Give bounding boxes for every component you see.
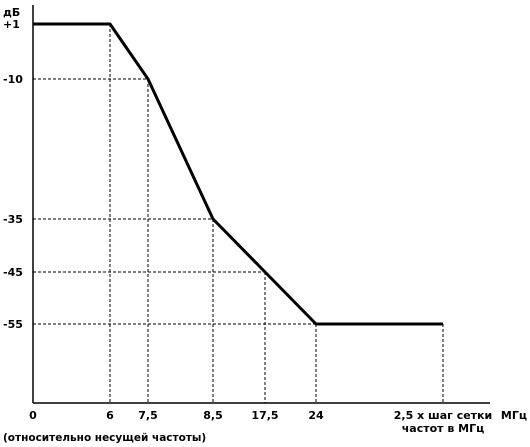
- y-tick-label-1: -10: [3, 73, 23, 86]
- y-tick-label-0: +1: [3, 18, 20, 31]
- x-tick-label-4: 17,5: [251, 409, 278, 422]
- x-axis-title: МГц: [501, 409, 527, 422]
- x-tick-label-6-line-1: частот в МГц: [402, 422, 485, 435]
- x-tick-label-2: 7,5: [138, 409, 158, 422]
- x-axis-note: (относительно несущей частоты): [3, 432, 206, 444]
- y-tick-label-2: -35: [3, 213, 23, 226]
- y-tick-label-3: -45: [3, 266, 23, 279]
- y-axis-title: дБ: [3, 6, 20, 19]
- x-tick-label-6-line-0: 2,5 х шаг сетки: [394, 409, 492, 422]
- y-tick-label-4: -55: [3, 318, 23, 331]
- x-tick-label-1: 6: [106, 409, 114, 422]
- x-tick-label-3: 8,5: [203, 409, 223, 422]
- series-line: [33, 22, 443, 326]
- x-tick-label-5: 24: [308, 409, 324, 422]
- x-tick-label-0: 0: [29, 409, 37, 422]
